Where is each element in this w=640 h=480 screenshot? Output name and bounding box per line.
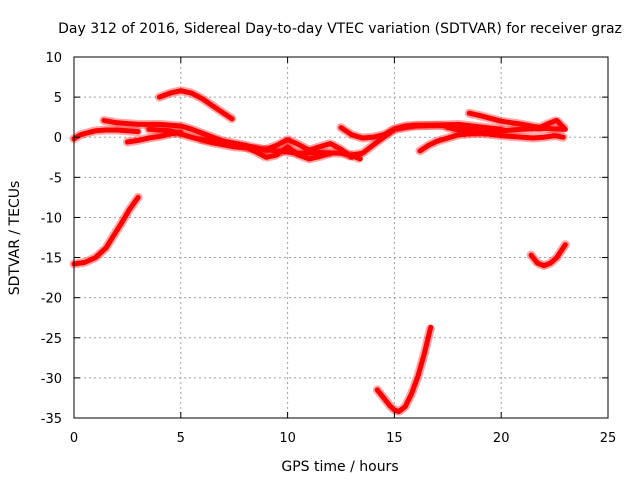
series-line-arc-8 (263, 137, 355, 160)
series-line-arc-2 (71, 194, 141, 267)
y-tick-label: -5 (49, 171, 62, 186)
y-tick-label: 0 (54, 131, 62, 146)
series-points-arc-13 (443, 123, 568, 143)
series-line-arc-5 (156, 88, 235, 122)
y-tick-label: -30 (41, 372, 62, 387)
y-tick-label: -15 (41, 252, 62, 267)
chart-title: Day 312 of 2016, Sidereal Day-to-day VTE… (58, 21, 622, 37)
plot-frame (73, 56, 609, 419)
series-line-arc-14 (528, 242, 568, 269)
axis-ticks: 0 5 10 15 20 25 10 5 0 -5 -10 -15 -20 -25 -30 -35 (41, 51, 617, 446)
x-tick-label: 10 (279, 431, 296, 446)
series-points-arc-14 (526, 240, 570, 271)
x-tick-label: 5 (177, 431, 185, 446)
y-tick-label: -20 (41, 292, 62, 307)
series-points-arc-7 (197, 135, 335, 164)
series-points-arc-15 (372, 322, 436, 417)
series-points-arc-12 (464, 108, 570, 134)
y-tick-label: 5 (54, 91, 62, 106)
series-line-arc-15 (374, 324, 434, 415)
series-line-arc-13 (445, 125, 566, 141)
x-tick-label: 0 (70, 431, 78, 446)
x-tick-label: 25 (600, 431, 617, 446)
series-points-arc-2 (69, 192, 143, 269)
y-axis-label: SDTVAR / TECUs (7, 181, 23, 296)
x-tick-label: 20 (493, 431, 510, 446)
series-line-arc-12 (466, 110, 568, 132)
x-axis-label: GPS time / hours (281, 459, 398, 475)
y-tick-label: -10 (41, 211, 62, 226)
series-points-arc-1 (69, 125, 143, 144)
grid-lines (74, 57, 608, 418)
data-series (69, 86, 570, 417)
y-tick-label: -35 (41, 412, 62, 427)
x-tick-label: 15 (386, 431, 403, 446)
series-points-arc-5 (154, 86, 237, 124)
series-line-arc-7 (199, 137, 333, 162)
series-line-arc-1 (71, 127, 141, 142)
series-points-arc-8 (261, 135, 357, 162)
y-tick-label: 10 (45, 51, 62, 66)
y-tick-label: -25 (41, 332, 62, 347)
